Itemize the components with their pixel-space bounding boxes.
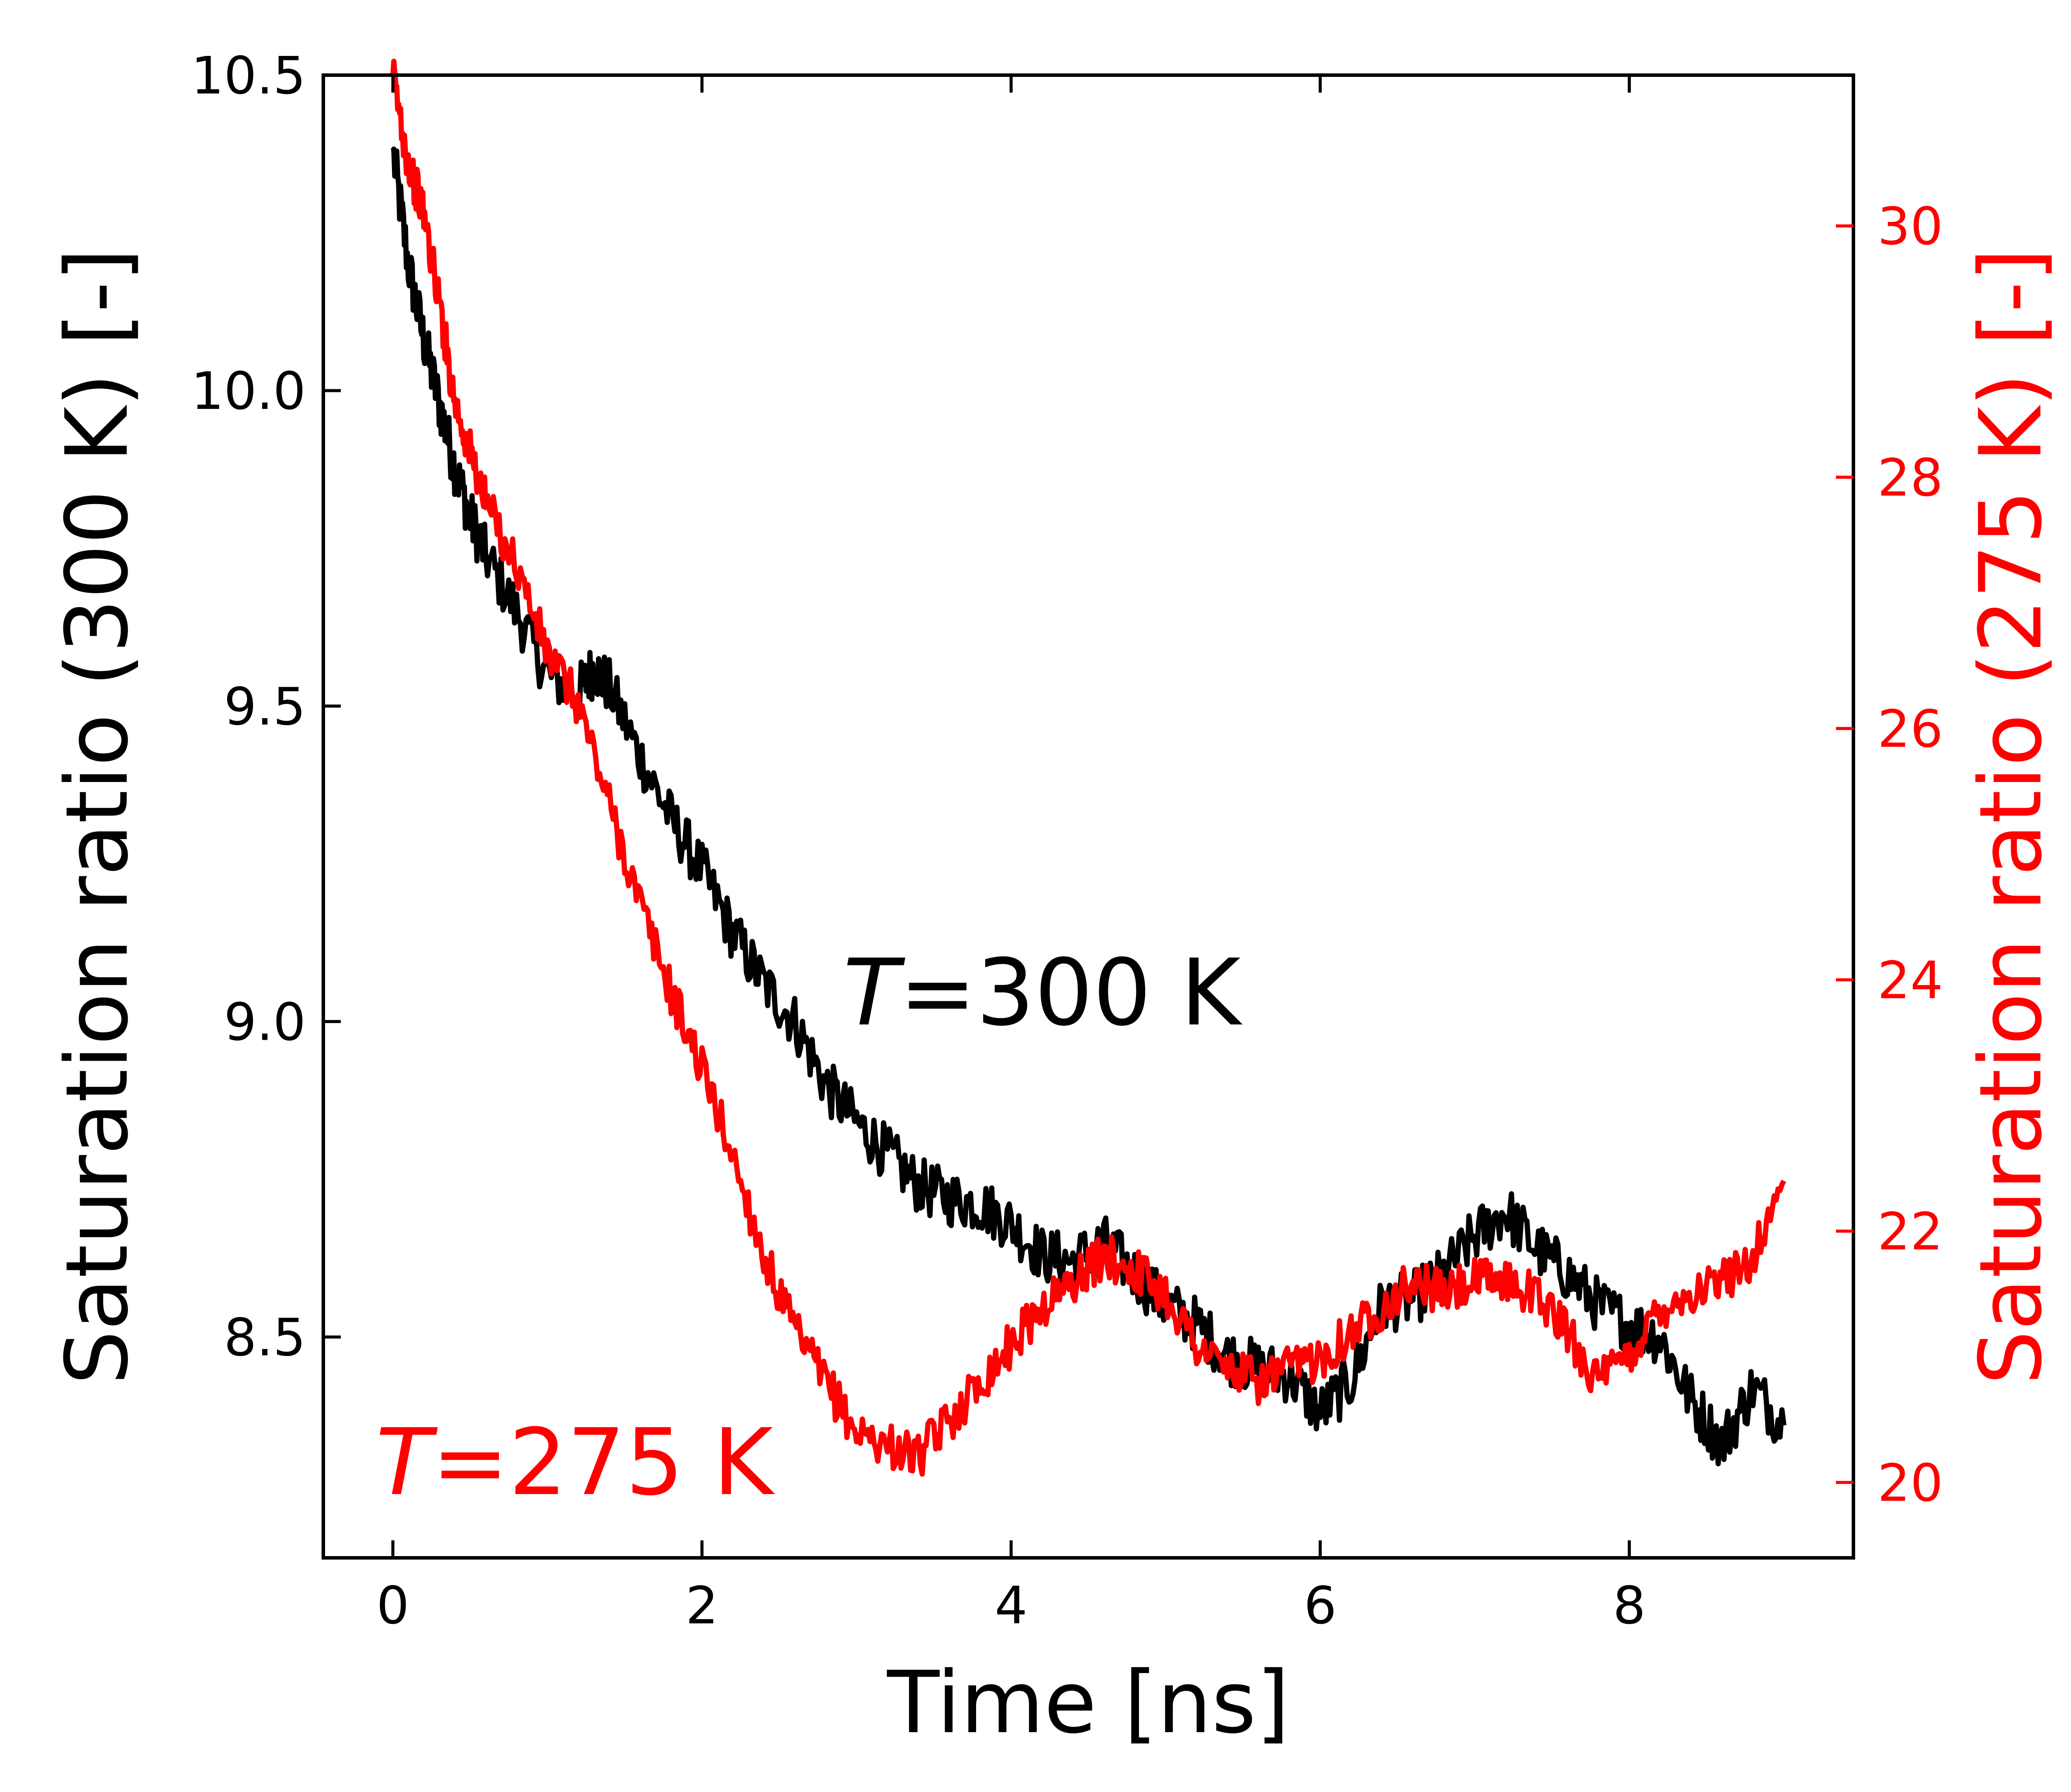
left-y-tick-label: 10.0 bbox=[191, 361, 306, 421]
plot-frame bbox=[322, 73, 1855, 1560]
series-layer bbox=[390, 59, 1787, 1477]
left-y-tick-label: 9.5 bbox=[224, 676, 306, 737]
right-y-tick-label: 20 bbox=[1877, 1453, 1943, 1513]
right-axis-title: Saturation ratio (275 K) [-] bbox=[1961, 248, 2061, 1385]
annotation-275k: T=275 K bbox=[376, 1409, 776, 1516]
left-y-tick-label: 10.5 bbox=[191, 45, 306, 106]
left-y-tick-label: 8.5 bbox=[224, 1308, 306, 1368]
annotation-italic: T bbox=[843, 939, 905, 1046]
x-tick-label: 2 bbox=[686, 1575, 718, 1636]
x-axis-title: Time [ns] bbox=[887, 1653, 1289, 1753]
x-tick-label: 8 bbox=[1613, 1575, 1646, 1636]
right-y-tick-label: 30 bbox=[1877, 196, 1943, 256]
right-y-tick-label: 28 bbox=[1877, 447, 1943, 508]
x-tick-label: 4 bbox=[995, 1575, 1028, 1636]
left-y-tick-label: 9.0 bbox=[224, 992, 306, 1052]
annotation-italic: T bbox=[376, 1409, 438, 1516]
x-tick-label: 0 bbox=[377, 1575, 409, 1636]
annotation-300k: T=300 K bbox=[843, 939, 1243, 1046]
annotation-rest: =300 K bbox=[899, 939, 1243, 1046]
anno-layer: T=300 KT=275 K bbox=[376, 939, 1243, 1516]
right-y-tick-label: 26 bbox=[1877, 699, 1943, 759]
x-tick-label: 6 bbox=[1304, 1575, 1337, 1636]
left-axis-title: Saturation ratio (300 K) [-] bbox=[48, 248, 147, 1385]
series-line-275k bbox=[390, 59, 1787, 1477]
right-y-tick-label: 22 bbox=[1877, 1201, 1943, 1262]
annotation-rest: =275 K bbox=[432, 1409, 776, 1516]
right-y-tick-label: 24 bbox=[1877, 950, 1943, 1010]
